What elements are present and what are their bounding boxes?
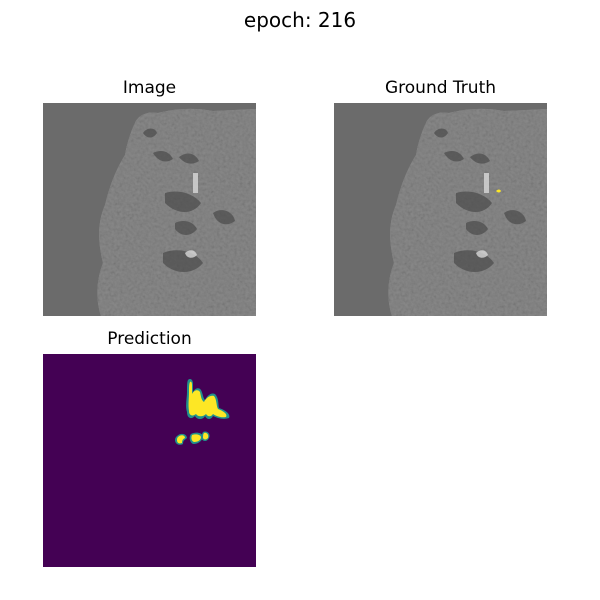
figure-title: epoch: 216 [243,8,357,32]
image-panel-title: Image [122,78,177,98]
ground-truth-panel [334,103,547,316]
prediction-panel [43,354,256,567]
prediction-panel-title: Prediction [107,329,192,349]
prediction-mask [43,354,256,567]
ground-truth-image [334,103,547,316]
image-panel [43,103,256,316]
mri-image [43,103,256,316]
ground-truth-panel-title: Ground Truth [384,78,497,98]
